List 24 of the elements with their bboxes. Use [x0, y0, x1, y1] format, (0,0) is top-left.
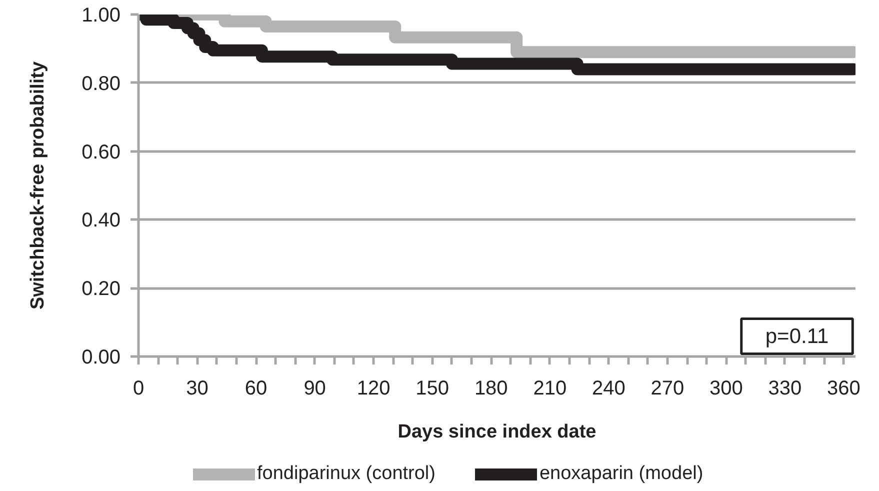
x-tick-label: 0 — [132, 378, 144, 400]
x-tick-label: 30 — [186, 378, 208, 400]
x-tick-label: 150 — [416, 378, 450, 400]
x-tick-label: 270 — [650, 378, 684, 400]
y-tick-label: 0.60 — [82, 141, 121, 164]
x-tick-label: 360 — [827, 378, 860, 400]
x-tick-label: 60 — [244, 378, 268, 400]
y-tick-label: 0.40 — [82, 210, 121, 232]
y-tick-label: 0.20 — [82, 278, 121, 300]
y-tick-label: 1.00 — [82, 4, 121, 26]
x-tick-label: 90 — [304, 378, 326, 400]
legend-label: fondiparinux (control) — [257, 463, 436, 485]
annotation: p=0.11 — [765, 324, 829, 348]
y-tick-label: 0.00 — [82, 346, 121, 368]
x-tick-label: 330 — [768, 378, 802, 400]
x-tick-label: 240 — [592, 378, 626, 400]
x-tick-label: 180 — [474, 378, 508, 400]
x-tick-label: 120 — [356, 378, 390, 400]
y-tick-label: 0.80 — [82, 72, 121, 95]
y-axis-title: Switchback-free probability — [28, 61, 49, 310]
x-axis-title: Days since index date — [398, 422, 596, 442]
x-tick-label: 210 — [533, 378, 567, 400]
legend-label: enoxaparin (model) — [539, 463, 704, 485]
x-tick-label: 300 — [710, 378, 743, 400]
